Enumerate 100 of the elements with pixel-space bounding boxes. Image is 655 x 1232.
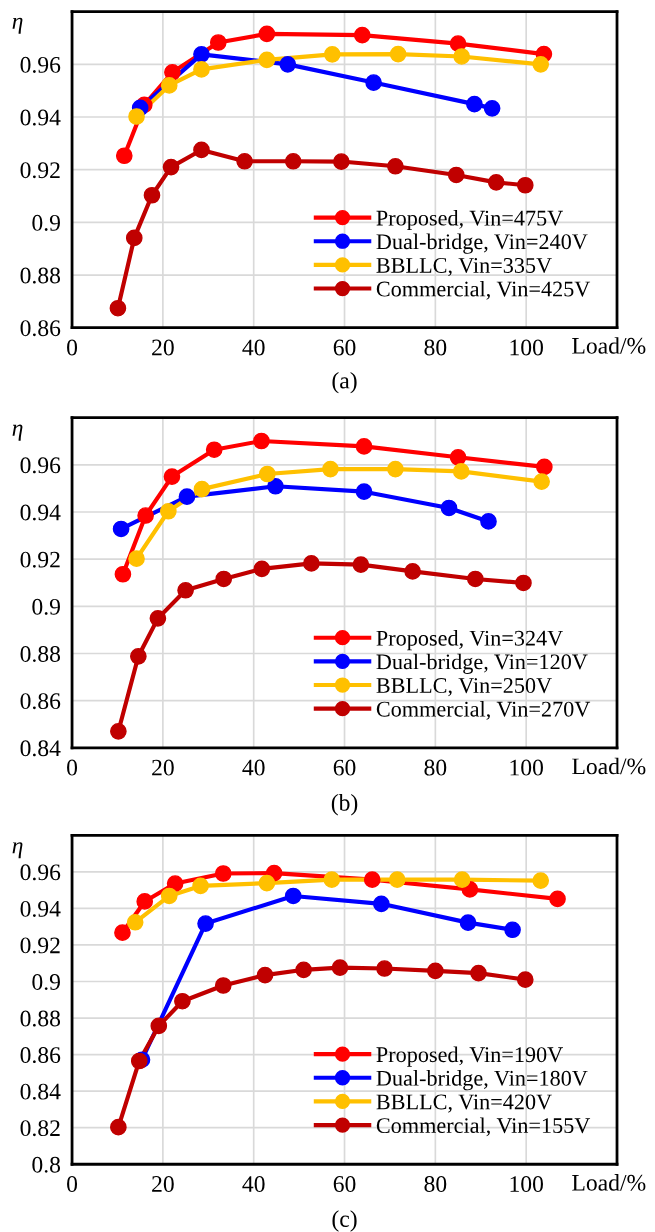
y-tick-label: 0.88 [20,1010,61,1027]
point [110,1118,127,1136]
point [427,962,444,980]
point [258,465,276,483]
point [112,520,130,538]
point [333,153,350,170]
point [159,502,177,520]
legend-label: Proposed, Vin=475V [376,209,563,231]
x-tick-label: 80 [424,759,447,776]
point [483,100,501,117]
y-tick-label: 0.88 [20,645,61,663]
point [256,966,274,984]
point [353,26,371,44]
point [177,581,194,599]
text: (a) [332,371,357,394]
point [303,555,320,572]
point [452,463,470,480]
point [258,874,276,892]
point [163,468,181,485]
y-tick-label: 0.92 [20,937,60,954]
point [516,971,534,988]
point [387,157,404,175]
legend-label: Proposed, Vin=324V [376,630,563,651]
legend-label: Proposed, Vin=190V [376,1046,563,1067]
point [447,166,465,184]
y-tick-label: 0.9 [32,214,60,231]
point [466,570,484,588]
point [128,550,145,568]
point [128,108,145,125]
point [323,46,341,63]
x-tick-label: 80 [424,1176,447,1192]
y-tick-label: 0.96 [20,457,61,474]
x-tick-label: 60 [333,759,356,776]
x-tick-label: 40 [242,759,265,776]
point [352,556,370,573]
legend-label: Dual-bridge, Vin=240V [376,233,588,254]
point [440,499,458,517]
point [193,141,210,159]
point [453,48,471,65]
point [205,441,223,459]
legend-label: BBLLC, Vin=420V [376,1094,552,1113]
point [114,924,131,942]
y-tick-label: 0.9 [32,598,60,615]
x-tick-label: 20 [152,759,174,776]
y-tick-label: 0.94 [20,900,61,917]
point [193,480,211,498]
y-tick-label: 0.82 [20,1120,60,1137]
point [515,574,532,592]
point [504,921,521,939]
legend-label: BBLLC, Vin=335V [376,257,552,277]
x-tick-label: 100 [510,759,543,776]
point [130,647,147,665]
x-tick-label: 0 [67,339,78,356]
point [404,563,421,580]
point [126,913,144,931]
x-axis-title: Load/% [572,337,646,354]
point [470,964,487,982]
legend-label: BBLLC, Vin=250V [376,678,552,697]
text: (c) [332,1210,357,1232]
point [355,438,373,455]
y-tick-label: 0.86 [20,320,61,337]
point [323,871,341,889]
point [214,977,232,994]
point [214,865,232,882]
y-tick-label: 0.84 [20,740,61,757]
point [532,872,550,889]
point [389,45,407,63]
point [236,152,253,170]
x-tick-label: 100 [510,339,543,356]
point [355,483,373,501]
y-tick-label: 0.88 [20,267,61,284]
y-axis-title: η [12,842,23,859]
point [166,875,184,892]
point [160,887,178,905]
point [253,432,270,450]
point [193,46,210,63]
point [164,63,181,81]
point [193,61,210,78]
point [372,895,390,913]
point [110,722,127,740]
point [137,507,154,524]
y-axis-title: η [12,424,23,441]
legend-label: Dual-bridge, Vin=180V [376,1070,588,1091]
point [516,176,534,194]
point [267,477,284,495]
point [480,513,497,530]
text: (b) [331,794,358,816]
point [109,299,127,317]
point [459,914,477,931]
y-tick-label: 0.92 [20,551,60,568]
point [197,915,214,932]
y-tick-label: 0.86 [20,693,61,710]
point [160,77,178,94]
legend-label: Commercial, Vin=270V [376,701,591,720]
point [533,473,550,490]
point [453,871,471,889]
y-tick-label: 0.96 [20,864,61,881]
point [192,877,209,895]
y-axis-title: η [12,17,23,34]
point [149,610,167,627]
